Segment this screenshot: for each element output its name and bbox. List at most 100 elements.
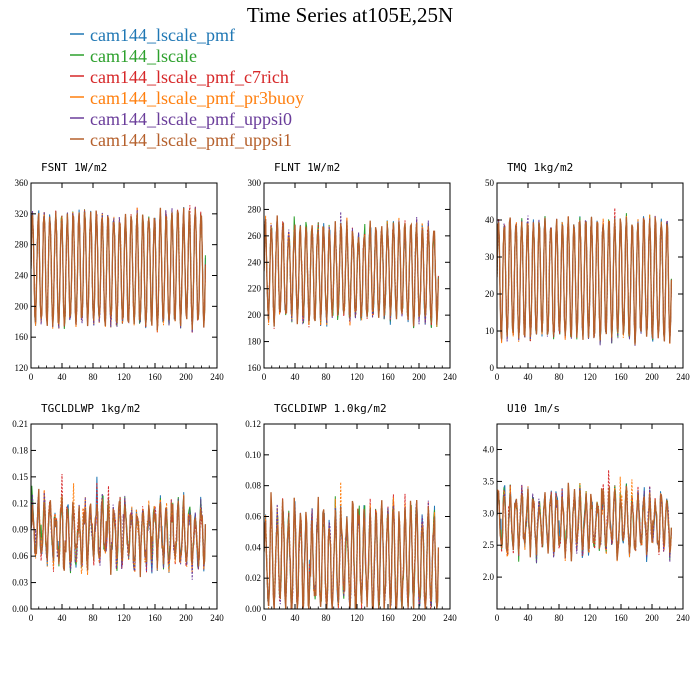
y-tick-label: 0.15 — [12, 472, 28, 482]
x-tick-label: 200 — [179, 372, 193, 382]
y-tick-label: 0.00 — [12, 604, 28, 614]
legend-label: cam144_lscale_pmf_uppsi0 — [90, 109, 292, 129]
legend-label: cam144_lscale_pmf — [90, 25, 235, 45]
series-line — [264, 492, 440, 609]
y-tick-label: 3.0 — [483, 508, 495, 518]
y-tick-label: 0.03 — [12, 578, 28, 588]
x-tick-label: 240 — [210, 372, 224, 382]
chart-panel: TMQ 1kg/m2 0 40 80 120 160 200 240 0 10 20 30 40 50 — [485, 161, 690, 382]
y-tick-label: 280 — [248, 204, 262, 214]
y-tick-label: 0.06 — [245, 512, 261, 522]
y-tick-label: 3.5 — [483, 476, 495, 486]
panel-title: TGCLDLWP 1kg/m2 — [41, 402, 140, 415]
x-tick-label: 200 — [412, 372, 426, 382]
chart-panel: TGCLDLWP 1kg/m2 0 40 80 120 160 200 240 0.00 0.03… — [12, 402, 224, 623]
x-tick-label: 80 — [89, 613, 99, 623]
panel-title: FLNT 1W/m2 — [274, 161, 340, 174]
panel-title: TMQ 1kg/m2 — [507, 161, 573, 174]
x-tick-label: 200 — [645, 613, 659, 623]
x-tick-label: 40 — [58, 372, 68, 382]
x-tick-label: 80 — [555, 613, 565, 623]
x-tick-label: 240 — [676, 372, 690, 382]
legend-item: cam144_lscale_pmf_uppsi1 — [70, 130, 292, 150]
y-tick-label: 50 — [485, 178, 495, 188]
y-tick-label: 0.18 — [12, 445, 28, 455]
y-tick-label: 0.04 — [245, 542, 261, 552]
y-tick-label: 0.09 — [12, 525, 28, 535]
x-tick-label: 160 — [381, 372, 395, 382]
legend-label: cam144_lscale — [90, 46, 197, 66]
y-tick-label: 40 — [485, 215, 495, 225]
x-tick-label: 120 — [350, 613, 364, 623]
figure-title: Time Series at105E,25N — [247, 3, 453, 27]
y-tick-label: 240 — [248, 257, 262, 267]
x-tick-label: 120 — [583, 372, 597, 382]
legend-item: cam144_lscale_pmf_uppsi0 — [70, 109, 292, 129]
x-tick-label: 120 — [117, 372, 131, 382]
y-tick-label: 300 — [248, 178, 262, 188]
series-line — [497, 216, 673, 345]
x-tick-label: 0 — [262, 613, 267, 623]
legend-item: cam144_lscale_pmf_pr3buoy — [70, 88, 304, 108]
legend-item: cam144_lscale — [70, 46, 197, 66]
x-tick-label: 160 — [381, 613, 395, 623]
x-tick-label: 160 — [148, 372, 162, 382]
y-tick-label: 0.02 — [245, 573, 261, 583]
chart-panel: TGCLDIWP 1.0kg/m2 0 40 80 120 160 200 240 0.00 0.… — [245, 402, 457, 623]
y-tick-label: 2.5 — [483, 540, 495, 550]
y-tick-label: 360 — [15, 178, 29, 188]
chart-panel: FSNT 1W/m2 0 40 80 120 160 200 240 120 160 200 240 2… — [15, 161, 225, 382]
y-tick-label: 200 — [15, 301, 29, 311]
x-tick-label: 80 — [555, 372, 565, 382]
x-tick-label: 160 — [148, 613, 162, 623]
panel-title: FSNT 1W/m2 — [41, 161, 107, 174]
x-tick-label: 160 — [614, 613, 628, 623]
series-group — [264, 211, 440, 329]
y-tick-label: 120 — [15, 363, 29, 373]
legend-label: cam144_lscale_pmf_uppsi1 — [90, 130, 292, 150]
x-tick-label: 240 — [443, 613, 457, 623]
series-group — [497, 208, 673, 346]
series-group — [264, 482, 440, 609]
x-tick-label: 160 — [614, 372, 628, 382]
x-tick-label: 40 — [58, 613, 68, 623]
y-tick-label: 160 — [248, 363, 262, 373]
y-tick-label: 30 — [485, 252, 495, 262]
y-tick-label: 280 — [15, 240, 29, 250]
x-tick-label: 0 — [495, 372, 500, 382]
x-tick-label: 120 — [117, 613, 131, 623]
x-tick-label: 0 — [495, 613, 500, 623]
x-tick-label: 40 — [291, 613, 301, 623]
y-tick-label: 0 — [490, 363, 495, 373]
y-tick-label: 10 — [485, 326, 495, 336]
y-tick-label: 180 — [248, 337, 262, 347]
x-tick-label: 240 — [676, 613, 690, 623]
legend-label: cam144_lscale_pmf_c7rich — [90, 67, 289, 87]
legend-label: cam144_lscale_pmf_pr3buoy — [90, 88, 304, 108]
y-tick-label: 20 — [485, 289, 495, 299]
y-tick-label: 0.06 — [12, 551, 28, 561]
x-tick-label: 200 — [179, 613, 193, 623]
y-tick-label: 160 — [15, 332, 29, 342]
x-tick-label: 40 — [524, 372, 534, 382]
y-tick-label: 4.0 — [483, 445, 495, 455]
x-tick-label: 40 — [524, 613, 534, 623]
series-line — [31, 488, 207, 578]
x-tick-label: 40 — [291, 372, 301, 382]
x-tick-label: 200 — [412, 613, 426, 623]
x-tick-label: 0 — [262, 372, 267, 382]
x-tick-label: 120 — [583, 613, 597, 623]
series-line — [497, 482, 673, 562]
y-tick-label: 200 — [248, 310, 262, 320]
y-tick-label: 0.00 — [245, 604, 261, 614]
y-tick-label: 220 — [248, 284, 262, 294]
x-tick-label: 80 — [322, 372, 332, 382]
series-line — [31, 207, 207, 331]
chart-panel: U10 1m/s 0 40 80 120 160 200 240 2.0 2.5 3.0 3.5 4.0 — [483, 402, 691, 623]
y-tick-label: 260 — [248, 231, 262, 241]
y-tick-label: 320 — [15, 209, 29, 219]
panel-grid: FSNT 1W/m20 40 80 120 160 200 2401201602002402… — [12, 161, 690, 623]
x-tick-label: 80 — [89, 372, 99, 382]
panel-title: U10 1m/s — [507, 402, 560, 415]
